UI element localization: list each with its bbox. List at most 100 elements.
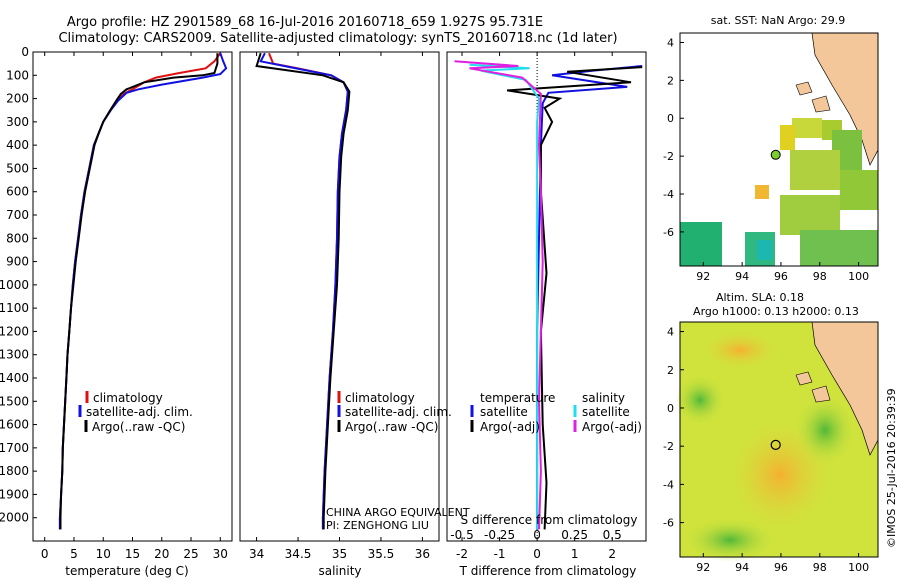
argo-float-marker: [770, 149, 781, 160]
s-difference-label: S difference from climatology: [461, 513, 638, 527]
profile-line: [255, 52, 351, 530]
top-tick-label: -0.5: [450, 528, 473, 542]
annotation-line-1: CHINA ARGO EQUIVALENT: [326, 506, 470, 519]
salinity-axis: 34 34.5 35 35.5 36: [249, 52, 430, 561]
lon-tick-label: 98: [813, 270, 827, 283]
legend-climatology: climatology: [93, 391, 163, 405]
x-tick-label: 35: [332, 547, 347, 561]
y-tick-label: 700: [6, 208, 29, 222]
title-line-2: Climatology: CARS2009. Satellite-adjuste…: [58, 31, 617, 46]
depth-axis: 0 100 200 300 400 500 600 700 800 900 1000 1100 1200…: [0, 45, 37, 525]
sla-low-anomaly: [675, 375, 725, 425]
island-shape: [811, 385, 831, 403]
top-tick-label: 0.5: [603, 528, 622, 542]
sst-field: [680, 118, 878, 266]
island-shape: [795, 371, 813, 386]
y-tick-label: 100: [6, 68, 29, 82]
x-tick-label: -1: [494, 547, 506, 561]
y-tick-label: 300: [6, 115, 29, 129]
lat-tick-label: 0: [667, 112, 674, 125]
difference-legend: temperature satellite Argo(-adj) salinit…: [470, 391, 642, 434]
y-tick-label: 1900: [0, 487, 29, 501]
lat-tick-label: 4: [667, 326, 674, 339]
y-tick-label: 1400: [0, 371, 29, 385]
annotation-line-2: PI: ZENGHONG LIU: [326, 519, 429, 532]
x-tick-label: 20: [154, 547, 169, 561]
x-tick-label: 1: [571, 547, 579, 561]
sla-map-axes: 92 94 96 98 100 4 2 0 -2 -4 -6: [663, 326, 869, 574]
temperature-profiles: [58, 52, 228, 530]
sst-map-frame: [679, 32, 879, 267]
sst-patch: [800, 230, 878, 266]
y-tick-label: 1000: [0, 278, 29, 292]
island-shape: [795, 81, 813, 96]
y-tick-label: 1700: [0, 441, 29, 455]
difference-profiles: [454, 60, 643, 530]
profile-line: [59, 53, 219, 530]
temperature-xlabel: temperature (deg C): [65, 564, 188, 578]
lat-tick-label: 2: [667, 364, 674, 377]
lat-tick-label: -4: [663, 188, 674, 201]
x-tick-label: -2: [456, 547, 468, 561]
sst-patch: [757, 240, 772, 260]
x-tick-label: 10: [96, 547, 111, 561]
y-tick-label: 1200: [0, 324, 29, 338]
top-tick-label: 0: [533, 528, 541, 542]
difference-panel: -2 -1 0 1 2 -0.5 -0.25 0 0.25 0.5 S difference f…: [446, 51, 647, 578]
legend-temperature-title: temperature: [480, 391, 555, 405]
y-tick-label: 1600: [0, 418, 29, 432]
profile-line: [58, 52, 228, 530]
salinity-profiles: [255, 52, 351, 530]
lat-tick-label: -2: [663, 440, 674, 453]
title-line-1: Argo profile: HZ 2901589_68 16-Jul-2016 …: [67, 15, 543, 30]
lat-tick-label: -6: [663, 517, 674, 530]
argo-float-marker: [770, 439, 781, 450]
y-tick-label: 1800: [0, 464, 29, 478]
profile-line: [536, 65, 643, 530]
sla-map-title-1: Altim. SLA: 0.18: [716, 291, 804, 304]
legend-satellite-t: satellite: [480, 405, 528, 419]
lon-tick-label: 100: [848, 561, 869, 574]
lat-tick-label: -2: [663, 150, 674, 163]
x-tick-label: 34.5: [285, 547, 312, 561]
sla-low-anomaly: [795, 395, 855, 465]
lat-tick-label: 2: [667, 74, 674, 87]
y-tick-label: 200: [6, 92, 29, 106]
top-tick-label: 0.25: [561, 528, 588, 542]
lon-tick-label: 94: [735, 270, 749, 283]
sla-high-anomaly: [700, 330, 780, 370]
sst-patch: [755, 185, 769, 199]
sla-map-frame: [679, 321, 879, 558]
salinity-xlabel: salinity: [318, 564, 361, 578]
y-tick-label: 0: [21, 45, 29, 59]
sst-patch: [840, 170, 878, 210]
lat-tick-label: -6: [663, 226, 674, 239]
legend-satellite-sal: satellite-adj. clim.: [345, 405, 452, 419]
profile-line: [506, 66, 643, 530]
x-tick-label: 25: [183, 547, 198, 561]
legend-salinity-title: salinity: [582, 391, 625, 405]
x-tick-label: 0: [533, 547, 541, 561]
y-tick-label: 900: [6, 255, 29, 269]
temperature-panel: 0100200300400500600700800900100011001200…: [0, 45, 233, 578]
lat-tick-label: 4: [667, 36, 674, 49]
y-tick-label: 600: [6, 185, 29, 199]
x-tick-label: 15: [125, 547, 140, 561]
t-difference-axis: -2 -1 0 1 2: [456, 52, 616, 561]
sst-patch: [780, 195, 840, 235]
x-tick-label: 2: [608, 547, 616, 561]
legend-argo-t: Argo(-adj): [480, 420, 540, 434]
salinity-panel: 34 34.5 35 35.5 36 salinity climatology sate…: [239, 51, 470, 578]
legend-climatology-sal: climatology: [345, 391, 415, 405]
lon-tick-label: 92: [696, 270, 710, 283]
x-tick-label: 35.5: [368, 547, 395, 561]
island-shape: [811, 95, 831, 113]
lon-tick-label: 98: [813, 561, 827, 574]
y-tick-label: 800: [6, 231, 29, 245]
y-tick-label: 400: [6, 138, 29, 152]
sst-patch: [680, 222, 722, 266]
sst-patch: [780, 125, 795, 150]
y-tick-label: 1300: [0, 348, 29, 362]
lon-tick-label: 96: [774, 270, 788, 283]
